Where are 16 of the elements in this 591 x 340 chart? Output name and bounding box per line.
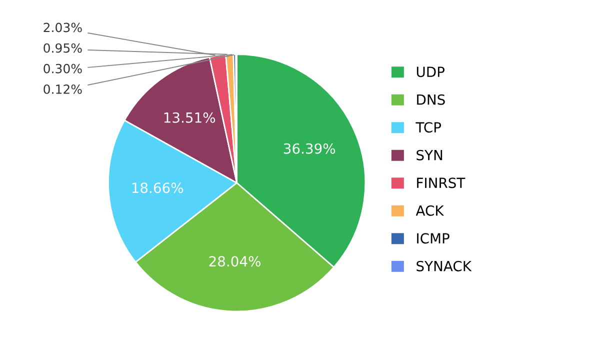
legend-label: ICMP	[417, 233, 450, 244]
legend-label: ACK	[416, 205, 444, 216]
data-label: 2.03%	[44, 22, 82, 32]
legend-label: SYNACK	[416, 260, 472, 272]
data-label: 28.04%	[209, 256, 260, 267]
data-label: 13.51%	[164, 112, 216, 123]
legend-label: TCP	[416, 122, 442, 133]
data-label: 0.30%	[44, 64, 82, 74]
data-label: 0.95%	[44, 43, 82, 53]
data-label: 36.39%	[284, 143, 336, 154]
legend-label: FINRST	[417, 178, 466, 188]
legend-label: SYN	[416, 150, 442, 160]
legend-label: UDP	[416, 66, 444, 78]
data-label: 0.12%	[44, 84, 82, 94]
legend-label: DNS	[417, 94, 445, 105]
data-label: 18.66%	[132, 182, 184, 194]
